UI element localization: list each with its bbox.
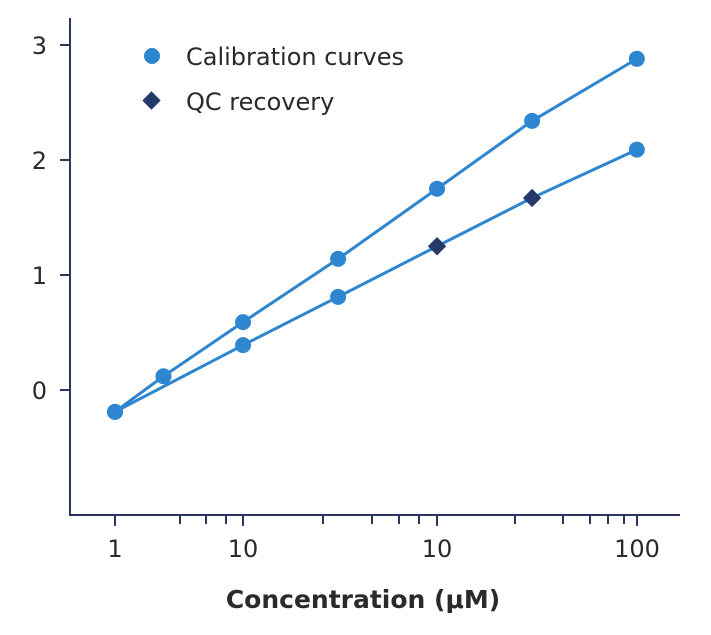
y-tick-label: 3 bbox=[32, 32, 47, 60]
axes bbox=[69, 18, 680, 516]
x-axis-title: Concentration (μM) bbox=[226, 585, 500, 614]
calibration-point bbox=[107, 403, 123, 420]
legend-diamond-marker bbox=[142, 91, 161, 110]
calibration-point bbox=[429, 180, 446, 197]
y-ticks: 0 1 2 3 bbox=[32, 32, 70, 405]
y-tick-label: 2 bbox=[32, 147, 47, 175]
legend-label-qc: QC recovery bbox=[186, 88, 334, 116]
calibration-point bbox=[155, 368, 172, 385]
calibration-point bbox=[235, 314, 252, 331]
qc-recovery-point bbox=[427, 237, 447, 256]
y-tick-label: 1 bbox=[32, 262, 47, 290]
calibration-point bbox=[235, 337, 252, 354]
markers bbox=[107, 50, 645, 420]
x-tick-label: 10 bbox=[422, 535, 453, 563]
legend-label-calibration: Calibration curves bbox=[186, 43, 404, 71]
calibration-point bbox=[628, 141, 645, 158]
calibration-point bbox=[330, 250, 347, 267]
calibration-point bbox=[524, 112, 541, 129]
calibration-point bbox=[628, 50, 645, 67]
x-tick-label: 1 bbox=[107, 535, 122, 563]
x-tick-label: 10 bbox=[228, 535, 259, 563]
y-tick-label: 0 bbox=[32, 377, 47, 405]
legend: Calibration curves QC recovery bbox=[142, 43, 404, 116]
calibration-point bbox=[330, 288, 347, 305]
legend-circle-marker bbox=[144, 48, 160, 64]
x-tick-label: 100 bbox=[614, 535, 660, 563]
x-ticks: 1 10 10 100 bbox=[107, 515, 660, 563]
qc-recovery-point bbox=[522, 188, 542, 208]
series-line-1 bbox=[114, 148, 638, 414]
